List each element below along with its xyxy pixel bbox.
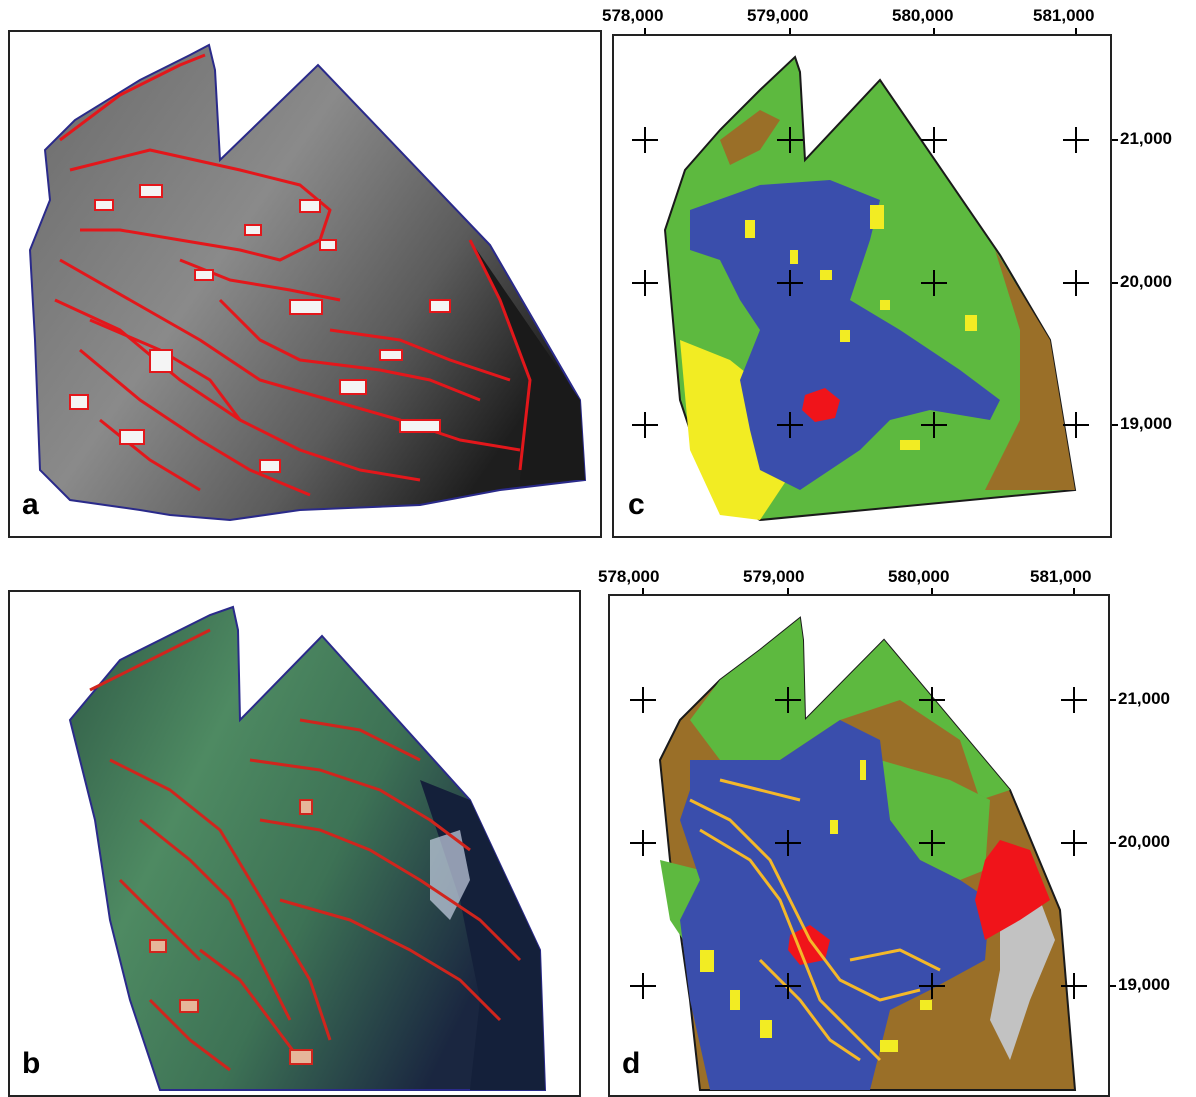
panel-c-letter: c bbox=[628, 488, 645, 521]
panel-b-frame bbox=[8, 590, 581, 1097]
easting-label-d-4: 581,000 bbox=[1030, 567, 1092, 586]
easting-label-d-1: 578,000 bbox=[598, 567, 660, 586]
easting-label-c-3: 580,000 bbox=[892, 6, 954, 25]
northing-label-c-1: 21,000 bbox=[1120, 129, 1172, 148]
easting-label-d-3: 580,000 bbox=[888, 567, 950, 586]
northing-label-d-1: 21,000 bbox=[1118, 689, 1170, 708]
easting-label-d-2: 579,000 bbox=[743, 567, 805, 586]
panel-a-frame bbox=[8, 30, 602, 538]
panel-c-frame bbox=[612, 34, 1112, 538]
northing-label-c-2: 20,000 bbox=[1120, 272, 1172, 291]
easting-label-c-2: 579,000 bbox=[747, 6, 809, 25]
panel-d-frame bbox=[608, 594, 1110, 1097]
northing-label-c-3: 19,000 bbox=[1120, 414, 1172, 433]
easting-label-c-4: 581,000 bbox=[1033, 6, 1095, 25]
northing-label-d-2: 20,000 bbox=[1118, 832, 1170, 851]
panel-d-letter: d bbox=[622, 1047, 641, 1080]
panel-b-letter: b bbox=[22, 1047, 41, 1080]
easting-label-c-1: 578,000 bbox=[602, 6, 664, 25]
panel-a-letter: a bbox=[22, 488, 39, 521]
northing-label-d-3: 19,000 bbox=[1118, 975, 1170, 994]
